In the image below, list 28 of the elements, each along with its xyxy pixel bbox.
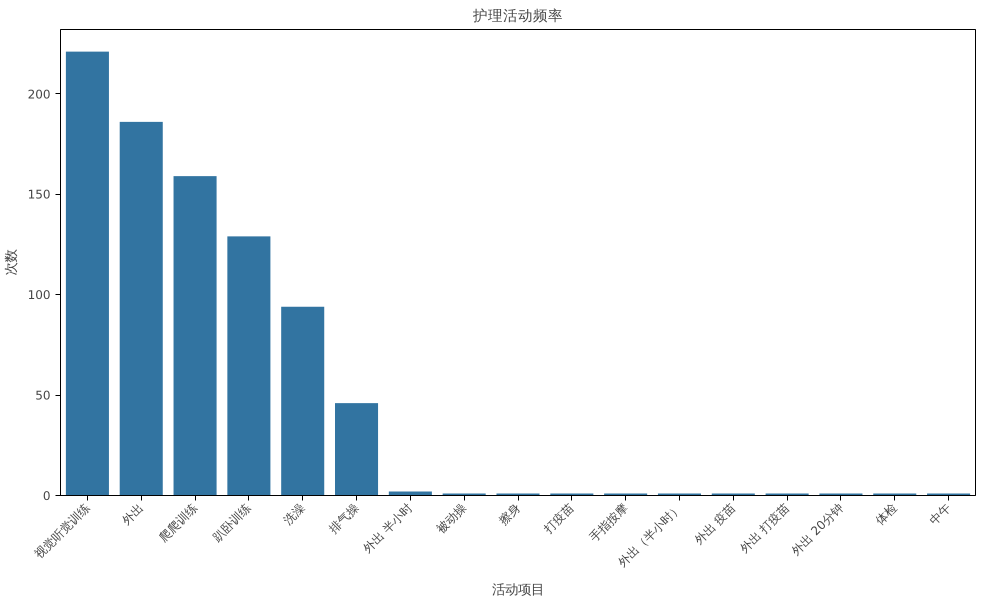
x-tick-label: 趴卧训练 [210,500,254,544]
bar [227,236,270,496]
bar [66,52,109,496]
x-tick-label: 手指按摩 [586,500,631,544]
bar [281,306,324,496]
x-tick-label: 洗澡 [280,500,308,528]
x-tick-label: 排气操 [326,500,362,536]
y-axis-title: 次数 [4,250,20,276]
x-tick-label: 外出 [119,500,146,528]
x-tick-label: 被动操 [434,500,470,536]
x-tick-label: 中午 [926,500,954,528]
bar [120,122,163,496]
x-tick-label: 外出 疫苗 [692,500,738,548]
x-axis-title: 活动项目 [492,582,544,598]
bar [174,176,217,496]
x-tick-label: 爬爬训练 [156,500,200,544]
y-tick-label: 200 [28,87,50,102]
x-tick-label: 体检 [872,500,900,528]
x-tick-label: 擦身 [496,500,523,528]
y-tick-label: 50 [35,388,51,403]
chart-title: 护理活动频率 [472,8,563,24]
y-tick-label: 150 [28,188,50,202]
y-tick-label: 100 [28,288,50,302]
bar [335,403,378,496]
x-tick-label: 视觉听觉训练 [32,500,92,562]
x-tick-label: 外出 半小时 [360,500,416,556]
x-tick-label: 打疫苗 [540,500,577,537]
y-tick-label: 0 [42,489,51,503]
